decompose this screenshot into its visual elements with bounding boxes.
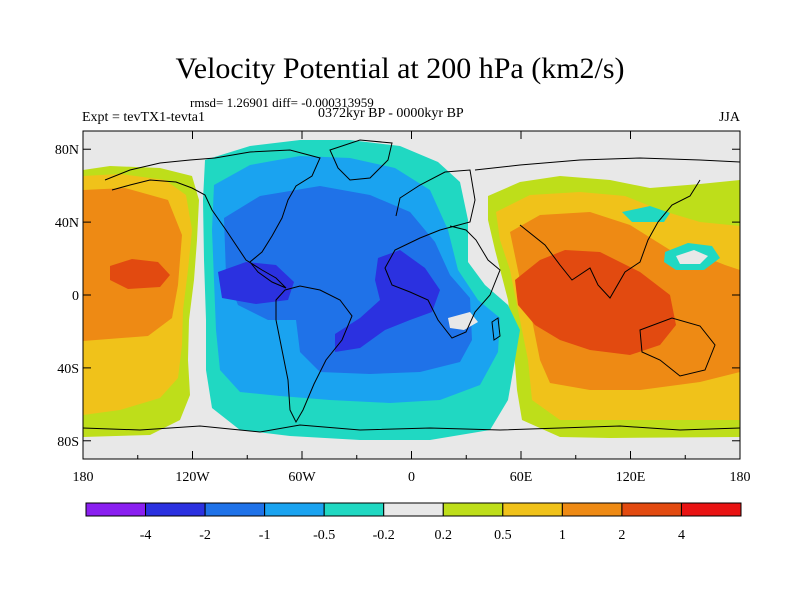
colorbar-swatch [442, 502, 504, 517]
coastline-australia [639, 317, 716, 377]
colorbar-level-label: 2 [618, 528, 625, 543]
colorbar-swatch [85, 502, 147, 517]
colorbar-swatch [323, 502, 385, 517]
colorbar-swatch [561, 502, 623, 517]
colorbar-swatch [264, 502, 325, 517]
x-tick-label: 60E [510, 470, 533, 485]
field-pacific-red [110, 259, 170, 289]
chart-title: Velocity Potential at 200 hPa (km2/s) [175, 52, 625, 85]
coastline-greenland [329, 139, 393, 181]
field-atlantic-dark-east [335, 250, 440, 352]
map-field [83, 131, 740, 459]
colorbar-level-label: -0.5 [313, 528, 335, 543]
coastline-antarctica [83, 424, 740, 433]
x-tick-label: 60W [288, 470, 316, 485]
colorbar-swatch [145, 502, 206, 517]
field-atlantic-dark-west [218, 262, 294, 304]
x-tick-label: 0 [408, 470, 415, 485]
coastline-madagascar [491, 317, 501, 341]
coastline-eurasia [474, 157, 740, 299]
x-axis: 180 120W 60W 0 60E 120E 180 [73, 131, 751, 485]
y-axis: 80N 40N 0 40S 80S [55, 143, 740, 450]
field-atlantic-blue [224, 186, 472, 374]
y-tick-label: 40N [55, 216, 79, 231]
y-tick-label: 0 [72, 289, 79, 304]
field-east-red [515, 250, 676, 355]
coastline-south-america [275, 285, 353, 424]
colorbar-level-label: -2 [199, 528, 211, 543]
x-tick-label: 120E [616, 470, 646, 485]
coastline-north-america [104, 149, 321, 289]
colorbar-level-label: 1 [559, 528, 566, 543]
colorbar-swatch [502, 502, 563, 517]
colorbar-level-label: -0.2 [373, 528, 395, 543]
coastlines [83, 139, 740, 433]
colorbar-swatch [621, 502, 682, 517]
coastline-europe-africa [384, 169, 501, 339]
colorbar-swatch [204, 502, 266, 517]
colorbar-level-label: -1 [259, 528, 271, 543]
y-tick-label: 40S [57, 362, 79, 377]
colorbar-level-label: -4 [140, 528, 152, 543]
season-label: JJA [718, 110, 740, 125]
colorbar-level-label: 0.5 [494, 528, 512, 543]
colorbar-swatch [383, 502, 444, 517]
colorbar-level-label: 4 [678, 528, 685, 543]
y-tick-label: 80N [55, 143, 79, 158]
x-tick-label: 180 [73, 470, 94, 485]
stats-label: rmsd= 1.26901 diff= -0.000313959 [190, 95, 374, 110]
field-nwpac-light [676, 250, 708, 264]
y-tick-label: 80S [57, 435, 79, 450]
colorbar-level-label: 0.2 [435, 528, 453, 543]
colorbar-swatch [680, 502, 742, 517]
period-label: 0372kyr BP - 0000kyr BP [318, 106, 464, 121]
field-south-atlantic-gray [448, 312, 478, 330]
experiment-label: Expt = tevTX1-tevta1 [82, 110, 205, 125]
x-tick-label: 120W [175, 470, 210, 485]
field-asia-teal [622, 206, 670, 222]
x-tick-label: 180 [730, 470, 751, 485]
colorbar: -4 -2 -1 -0.5 -0.2 0.2 0.5 1 2 4 [85, 502, 742, 543]
